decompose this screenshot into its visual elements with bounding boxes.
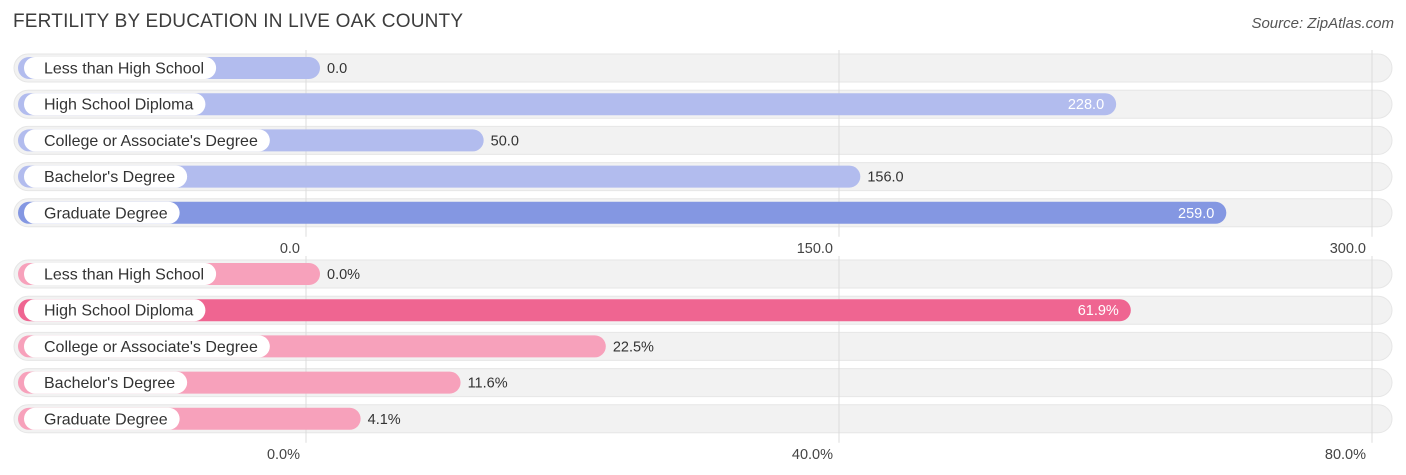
value-label: 50.0 <box>491 133 519 149</box>
bar <box>18 299 1131 322</box>
category-pill <box>24 263 217 285</box>
axis-tick-label: 300.0 <box>1330 241 1366 257</box>
category-label: College or Associate's Degree <box>44 339 258 356</box>
bar <box>18 165 861 188</box>
axis-tick-label: 150.0 <box>797 241 833 257</box>
category-pill <box>24 201 180 224</box>
axis-tick-label: 0.0 <box>280 241 300 257</box>
value-label: 156.0 <box>867 170 903 186</box>
value-label: 4.1% <box>368 412 401 428</box>
value-label: 0.0 <box>327 61 347 77</box>
value-label: 228.0 <box>1068 97 1104 113</box>
category-pill <box>24 371 188 394</box>
category-label: Less than High School <box>44 61 204 78</box>
bar <box>18 201 1227 224</box>
chart-panel-1: Less than High School 0.0 High School Dipl… <box>13 50 1393 257</box>
category-label: Bachelor's Degree <box>44 169 175 186</box>
category-label: Graduate Degree <box>44 411 168 428</box>
value-label: 61.9% <box>1078 303 1119 319</box>
row-track <box>13 404 1393 434</box>
axis-tick-label: 0.0% <box>267 447 300 463</box>
chart-panel-2: Less than High School 0.0% High School Dip… <box>13 256 1393 463</box>
axis-tick-label: 80.0% <box>1325 447 1366 463</box>
category-pill <box>24 57 217 79</box>
category-pill <box>24 299 206 322</box>
category-label: High School Diploma <box>44 303 194 320</box>
value-label: 259.0 <box>1178 206 1214 222</box>
chart-title: FERTILITY BY EDUCATION IN LIVE OAK COUNT… <box>13 11 464 32</box>
value-label: 0.0% <box>327 267 360 283</box>
axis-tick-label: 40.0% <box>792 447 833 463</box>
category-label: Less than High School <box>44 267 204 284</box>
category-label: Graduate Degree <box>44 205 168 222</box>
bar <box>18 93 1117 116</box>
category-label: Bachelor's Degree <box>44 375 175 392</box>
category-label: High School Diploma <box>44 97 194 114</box>
row-track <box>13 259 1393 289</box>
category-pill <box>24 93 206 116</box>
category-pill <box>24 407 180 430</box>
source-note: Source: ZipAtlas.com <box>1251 15 1394 32</box>
category-pill <box>24 335 270 358</box>
category-pill <box>24 165 188 188</box>
category-pill <box>24 129 270 152</box>
value-label: 11.6% <box>468 376 508 392</box>
row-track <box>13 53 1393 83</box>
value-label: 22.5% <box>613 339 654 355</box>
category-label: College or Associate's Degree <box>44 133 258 150</box>
